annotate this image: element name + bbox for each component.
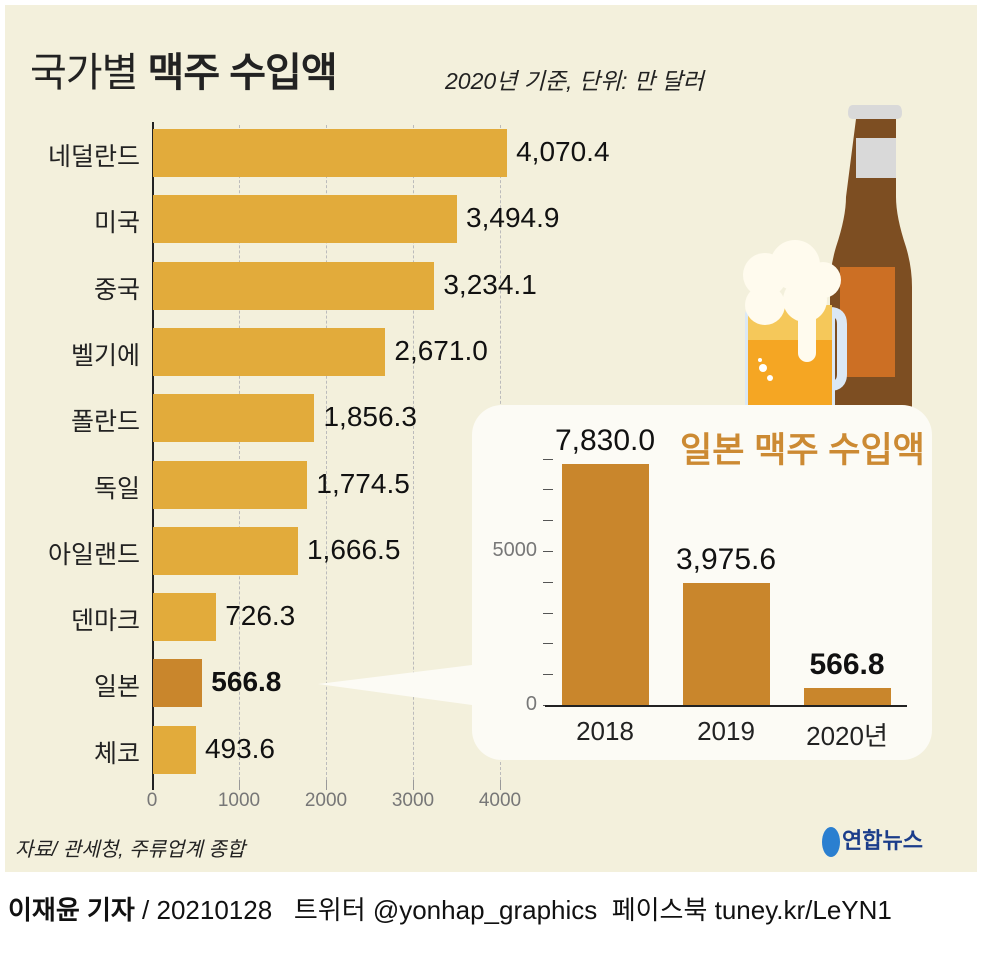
bar-중국 [153,261,435,310]
category-label: 폴란드 [70,408,140,437]
category-label: 벨기에 [70,341,140,370]
inset-title: 일본 맥주 수입액 [680,431,925,470]
bar-벨기에 [153,327,386,376]
value-label: 2,671.0 [394,334,488,366]
inset-value-label: 3,975.6 [675,542,777,576]
category-label: 독일 [93,474,140,503]
inset-bar-chart: 0 5000 7,830.0 2018 3,975.6 2019 566.8 2020년 [492,423,907,751]
inset-value-label: 7,830.0 [554,423,656,457]
category-label: 중국 [93,275,140,304]
bar-네덜란드 [153,129,508,177]
x-tick-label: 4000 [478,790,522,811]
inset-bar-2019 [683,582,770,705]
grid-line [239,125,240,780]
value-label: 3,234.1 [443,268,537,300]
category-label: 덴마크 [70,607,140,636]
inset-value-label: 566.8 [809,647,885,681]
bar-일본 [153,659,203,708]
main-bar-chart: 0 1000 2000 3000 4000 네덜란드 4,070.4 미국 3,494.9 중국 3… [47,122,610,811]
x-tick-mark [413,780,414,790]
inset-category-label: 2020년 [806,721,888,751]
value-label: 3,494.9 [466,202,560,234]
inset-category-label: 2018 [576,716,634,746]
footer-credit: 이재윤 기자 / 20210128 트위터 @yonhap_graphics 페… [8,895,892,925]
y-tick-mark [543,612,553,614]
value-label: 1,666.5 [306,533,401,565]
x-tick-label: 3000 [391,790,435,811]
y-tick-mark [543,489,553,491]
bar-독일 [153,460,308,509]
value-label: 1,774.5 [316,467,410,499]
x-tick-mark [326,780,327,790]
category-label: 미국 [93,209,140,238]
chart-title: 국가별 맥주 수입액 [30,51,338,95]
x-tick-mark [239,780,240,790]
beer-illustration-icon [743,105,912,415]
x-tick-mark [500,780,501,790]
x-axis-line [545,705,907,707]
source-note: 자료/ 관세청, 주류업계 종합 [15,839,246,861]
bar-체코 [153,725,196,774]
category-label: 아일랜드 [47,540,140,569]
y-tick-mark [543,581,553,583]
x-tick-label: 2000 [304,790,348,811]
yonhap-logo: 연합뉴스 [822,823,923,858]
value-label: 4,070.4 [516,136,610,167]
bar-덴마크 [153,593,217,642]
y-tick-mark [543,674,553,676]
unit-note: 2020년 기준, 단위: 만 달러 [445,68,704,94]
y-tick-mark [543,520,553,522]
logo-icon [822,827,840,858]
inset-category-label: 2019 [697,716,755,746]
y-axis-line [152,122,154,790]
value-label: 493.6 [204,732,276,764]
bar-아일랜드 [153,526,298,575]
y-tick-mark [543,643,553,645]
x-tick-label: 0 [146,790,158,811]
grid-line [413,125,414,780]
y-tick-mark [543,458,553,460]
category-label: 네덜란드 [47,143,140,171]
bar-폴란드 [153,394,315,443]
category-label: 체코 [93,739,140,768]
inset-bar-2020년 [804,687,891,705]
value-label: 566.8 [211,666,282,698]
grid-line [326,125,327,780]
y-tick-label: 5000 [492,539,538,561]
value-label: 726.3 [225,600,296,632]
value-label: 1,856.3 [323,401,417,433]
inset-bar-2018 [562,463,649,705]
x-tick-label: 1000 [217,790,261,811]
category-label: 일본 [93,673,140,702]
y-tick-label: 0 [525,693,537,715]
y-tick-mark [543,551,553,552]
bar-미국 [153,195,458,244]
